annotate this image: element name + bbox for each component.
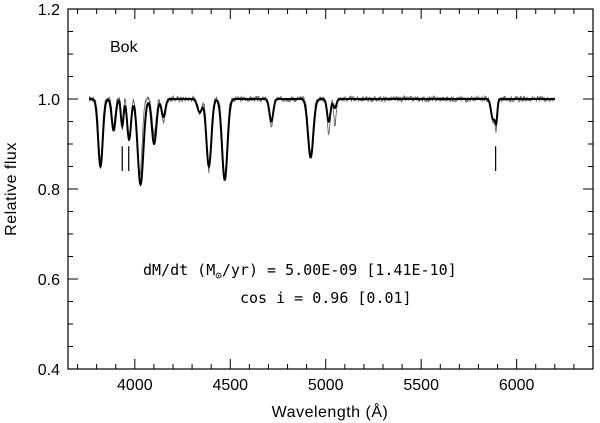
model-spectrum-line <box>89 98 555 187</box>
x-axis-ticks: 4000 4500 5000 5500 6000 <box>77 9 575 394</box>
source-label: Bok <box>110 39 139 56</box>
y-tick-label: 1.0 <box>38 92 60 109</box>
x-tick-label: 6000 <box>499 377 535 394</box>
x-tick-label: 4500 <box>212 377 248 394</box>
accretion-rate-label: dM/dt (M⊙/yr) = 5.00E-09 [1.41E-10] <box>143 261 457 282</box>
y-axis-title: Relative flux <box>3 142 20 236</box>
x-axis-title: Wavelength (Å) <box>272 402 389 421</box>
y-tick-label: 0.8 <box>38 182 60 199</box>
x-tick-label: 4000 <box>117 377 153 394</box>
y-axis-ticks: 0.4 0.6 0.8 1.0 1.2 <box>38 2 593 379</box>
plot-frame <box>67 8 594 370</box>
y-tick-label: 0.4 <box>38 362 60 379</box>
sun-symbol: ⊙ <box>215 269 222 282</box>
line-markers <box>121 146 497 171</box>
y-tick-label: 0.6 <box>38 272 60 289</box>
inclination-label: cos i = 0.96 [0.01] <box>240 289 412 307</box>
x-tick-label: 5500 <box>403 377 439 394</box>
x-tick-label: 5000 <box>308 377 344 394</box>
y-tick-label: 1.2 <box>38 2 60 19</box>
